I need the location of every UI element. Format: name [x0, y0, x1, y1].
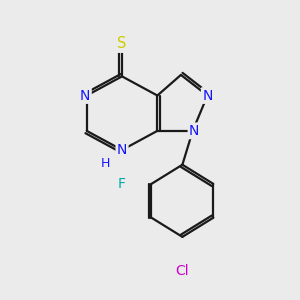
Text: N: N: [202, 88, 213, 103]
Text: N: N: [189, 124, 200, 138]
Text: H: H: [101, 157, 110, 170]
Text: S: S: [117, 37, 127, 52]
Text: F: F: [118, 177, 126, 191]
Text: Cl: Cl: [176, 264, 189, 278]
Text: N: N: [80, 88, 90, 103]
Text: N: N: [117, 143, 127, 157]
